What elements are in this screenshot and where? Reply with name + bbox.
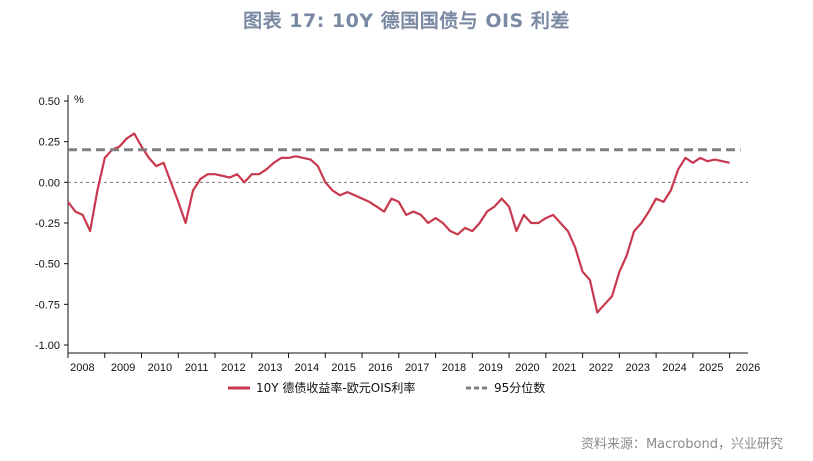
x-tick-label: 2012 <box>221 362 245 374</box>
x-tick-label: 2023 <box>625 362 649 374</box>
y-tick-label: 0.50 <box>39 96 60 108</box>
y-unit-label: % <box>74 94 84 106</box>
y-tick-label: -0.25 <box>35 218 60 230</box>
x-tick-label: 2022 <box>589 362 613 374</box>
y-tick-label: -0.50 <box>35 259 60 271</box>
chart-legend: 10Y 德债收益率-欧元OIS利率 95分位数 <box>228 380 545 395</box>
x-tick-label: 2026 <box>736 362 760 374</box>
x-tick-label: 2020 <box>515 362 539 374</box>
page-title: 图表 17: 10Y 德国国债与 OIS 利差 <box>243 10 570 32</box>
x-tick-label: 2018 <box>442 362 466 374</box>
source-note: 资料来源：Macrobond，兴业研究 <box>580 437 783 452</box>
x-tick-label: 2010 <box>148 362 172 374</box>
series-line-bund-ois-spread <box>67 132 730 314</box>
legend-label-percentile: 95分位数 <box>494 380 545 395</box>
x-tick-label: 2015 <box>331 362 355 374</box>
x-tick-label: 2009 <box>111 362 135 374</box>
y-tick-label: 0.00 <box>39 177 60 189</box>
chart-axes: % 0.50 0.25 0.00 -0.25 -0.50 -0.75 -1.00 2008 200… <box>35 94 760 374</box>
x-tick-label: 2011 <box>185 362 209 374</box>
y-tick-label: 0.25 <box>39 137 60 149</box>
x-tick-label: 2008 <box>70 362 94 374</box>
y-tick-label: -0.75 <box>35 299 60 311</box>
x-tick-label: 2014 <box>295 362 319 374</box>
x-tick-label: 2016 <box>368 362 392 374</box>
x-tick-label: 2025 <box>699 362 723 374</box>
x-tick-label: 2017 <box>405 362 429 374</box>
chart-plot-area <box>67 132 748 314</box>
x-tick-label: 2024 <box>662 362 686 374</box>
x-tick-label: 2021 <box>552 362 576 374</box>
x-tick-label: 2019 <box>478 362 502 374</box>
x-tick-label: 2013 <box>258 362 282 374</box>
y-tick-label: -1.00 <box>35 340 60 352</box>
legend-label-spread: 10Y 德债收益率-欧元OIS利率 <box>256 380 415 395</box>
